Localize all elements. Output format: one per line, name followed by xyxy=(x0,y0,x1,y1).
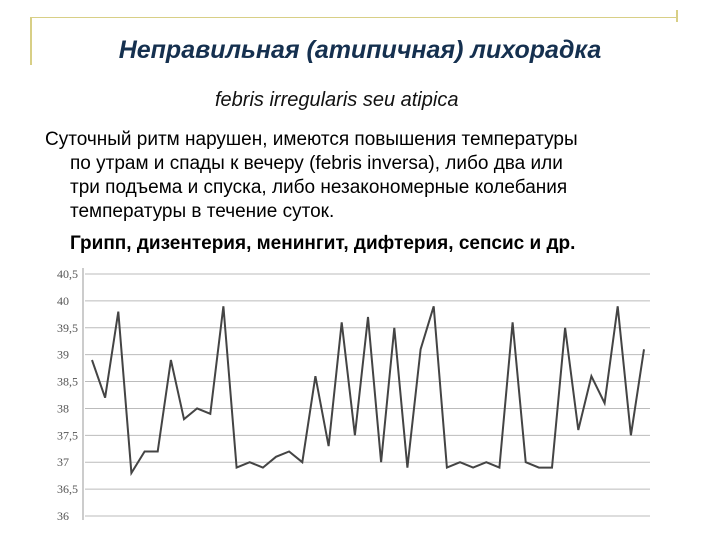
y-tick-label: 40,5 xyxy=(57,267,78,281)
temperature-series-line xyxy=(91,306,645,477)
description-paragraph: Суточный ритм нарушен, имеются повышения… xyxy=(45,128,685,224)
y-tick-label: 40 xyxy=(57,294,69,308)
diseases-list: Грипп, дизентерия, менингит, дифтерия, с… xyxy=(70,233,576,254)
slide-subtitle: febris irregularis seu atipica xyxy=(215,89,459,111)
decorative-corner-tick xyxy=(676,10,678,22)
temperature-chart-svg: 40,5 40 39,5 39 38,5 38 37,5 37 36,5 36 xyxy=(57,267,650,523)
description-line-4: температуры в течение суток. xyxy=(70,201,335,222)
description-line-2: по утрам и спады к вечеру (febris invers… xyxy=(70,153,563,174)
y-tick-label: 39,5 xyxy=(57,321,78,335)
temperature-chart: 40,5 40 39,5 39 38,5 38 37,5 37 36,5 36 xyxy=(55,262,655,524)
decorative-left-line xyxy=(30,17,32,65)
y-tick-label: 38,5 xyxy=(57,375,78,389)
y-tick-label: 38 xyxy=(57,401,69,415)
y-tick-label: 36,5 xyxy=(57,482,78,496)
y-tick-label: 37 xyxy=(57,455,69,469)
y-tick-label: 39 xyxy=(57,348,69,362)
decorative-top-line xyxy=(30,17,678,18)
slide-title: Неправильная (атипичная) лихорадка xyxy=(118,36,602,64)
y-tick-label: 37,5 xyxy=(57,428,78,442)
description-line-1: Суточный ритм нарушен, имеются повышения… xyxy=(45,129,578,150)
description-line-3: три подъема и спуска, либо незакономерны… xyxy=(70,177,568,198)
y-tick-label: 36 xyxy=(57,509,69,523)
